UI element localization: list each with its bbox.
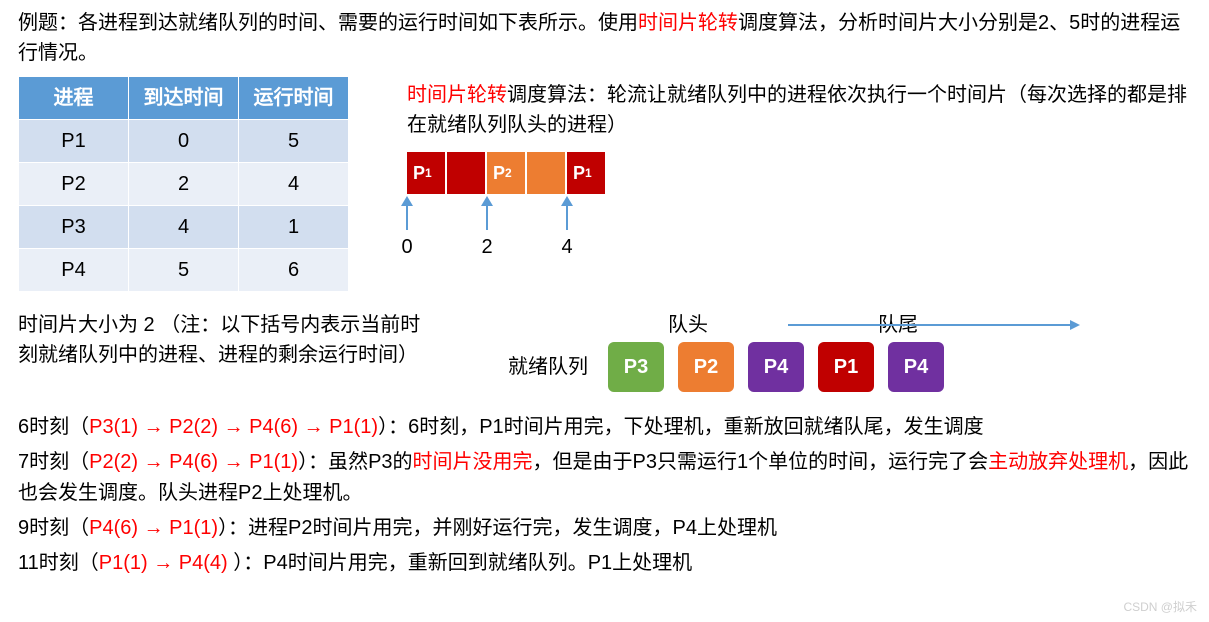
ready-queue-diagram: 队头 队尾 就绪队列 P3P2P4P1P4 — [498, 310, 1191, 392]
gantt-tick-label: 0 — [401, 232, 412, 262]
queue-arrow-icon — [788, 324, 1078, 326]
gantt-tick-label: 4 — [561, 232, 572, 262]
gantt-chart: P1P2P1 024 — [407, 152, 1191, 262]
note-text: 时间片大小为 2 （注：以下括号内表示当前时 刻就绪队列中的进程、进程的剩余运行… — [18, 310, 498, 370]
problem-highlight: 时间片轮转 — [638, 12, 738, 34]
problem-statement: 例题：各进程到达就绪队列的时间、需要的运行时间如下表所示。使用时间片轮转调度算法… — [18, 8, 1191, 68]
watermark: CSDN @拟禾 — [1123, 598, 1197, 616]
gantt-block — [527, 152, 567, 194]
timeline-explanations: 6时刻（P3(1) → P2(2) → P4(6) → P1(1)）：6时刻，P… — [18, 412, 1191, 579]
algdesc-highlight: 时间片轮转 — [407, 84, 507, 106]
th-runtime: 运行时间 — [239, 77, 349, 120]
table-row: P4 5 6 — [19, 249, 349, 292]
process-table: 进程 到达时间 运行时间 P1 0 5 P2 2 4 P3 4 1 P4 5 6 — [18, 76, 349, 292]
arrow-up-icon — [561, 196, 573, 206]
problem-pre: 例题：各进程到达就绪队列的时间、需要的运行时间如下表所示。使用 — [18, 12, 638, 34]
table-row: P2 2 4 — [19, 163, 349, 206]
arrow-up-icon — [401, 196, 413, 206]
arrow-stem — [486, 206, 488, 230]
th-process: 进程 — [19, 77, 129, 120]
timeline-11: 11时刻（P1(1) → P4(4) ）：P4时间片用完，重新回到就绪队列。P1… — [18, 548, 1191, 579]
gantt-block: P1 — [407, 152, 447, 194]
queue-title: 就绪队列 — [498, 352, 588, 382]
algorithm-description: 时间片轮转调度算法：轮流让就绪队列中的进程依次执行一个时间片（每次选择的都是排在… — [407, 80, 1191, 140]
arrow-up-icon — [481, 196, 493, 206]
timeline-7: 7时刻（P2(2) → P4(6) → P1(1)）：虽然P3的时间片没用完，但… — [18, 447, 1191, 509]
gantt-block: P2 — [487, 152, 527, 194]
table-row: P3 4 1 — [19, 206, 349, 249]
arrow-stem — [406, 206, 408, 230]
queue-item: P1 — [818, 342, 874, 392]
queue-item: P3 — [608, 342, 664, 392]
gantt-block: P1 — [567, 152, 607, 194]
arrow-stem — [566, 206, 568, 230]
timeline-9: 9时刻（P4(6) → P1(1)）：进程P2时间片用完，并刚好运行完，发生调度… — [18, 513, 1191, 544]
gantt-tick-label: 2 — [481, 232, 492, 262]
queue-head-label: 队头 — [668, 310, 708, 340]
timeline-6: 6时刻（P3(1) → P2(2) → P4(6) → P1(1)）：6时刻，P… — [18, 412, 1191, 443]
queue-item: P2 — [678, 342, 734, 392]
queue-item: P4 — [888, 342, 944, 392]
gantt-block — [447, 152, 487, 194]
algdesc-rest: 调度算法：轮流让就绪队列中的进程依次执行一个时间片（每次选择的都是排在就绪队列队… — [407, 84, 1187, 136]
queue-item: P4 — [748, 342, 804, 392]
th-arrival: 到达时间 — [129, 77, 239, 120]
table-row: P1 0 5 — [19, 120, 349, 163]
